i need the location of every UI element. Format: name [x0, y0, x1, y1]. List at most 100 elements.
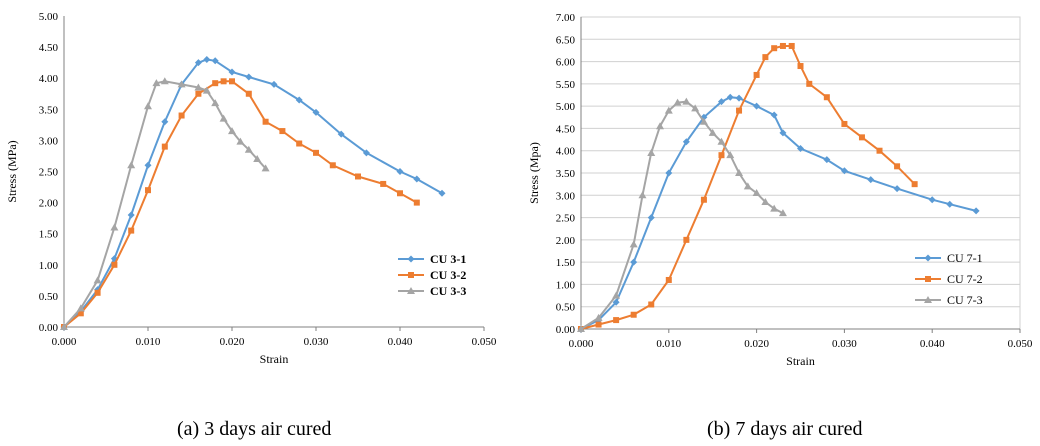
data-point	[128, 227, 135, 234]
data-point	[726, 151, 735, 159]
x-tick-label: 0.050	[1008, 338, 1033, 350]
legend-entry: CU 7-1	[915, 251, 983, 265]
data-point	[195, 90, 202, 97]
data-point	[753, 71, 760, 78]
data-point	[612, 298, 620, 306]
legend-label: CU 7-2	[947, 272, 983, 286]
y-tick-label: 3.50	[556, 168, 576, 180]
data-point	[244, 145, 253, 153]
y-tick-label: 1.00	[39, 260, 59, 272]
data-point	[312, 108, 320, 116]
data-point	[94, 289, 101, 296]
data-point	[228, 127, 236, 135]
y-tick-label: 5.50	[556, 79, 576, 91]
y-tick-label: 5.00	[556, 101, 576, 113]
data-point	[840, 167, 848, 175]
y-axis-label: Stress (MPa)	[5, 140, 19, 202]
data-point	[219, 114, 228, 122]
data-point	[279, 128, 286, 135]
legend-label: CU 3-2	[430, 268, 466, 282]
data-point	[228, 68, 236, 76]
data-point	[717, 98, 725, 106]
data-point	[823, 156, 831, 164]
data-point	[296, 140, 303, 147]
series-cu-7-2	[578, 42, 918, 332]
y-tick-label: 1.00	[556, 279, 576, 291]
series-cu-3-1	[60, 56, 446, 331]
data-point	[178, 112, 185, 119]
x-tick-label: 0.030	[832, 338, 857, 350]
x-tick-label: 0.020	[220, 336, 245, 348]
x-tick-label: 0.050	[472, 336, 497, 348]
y-tick-label: 3.00	[39, 135, 59, 147]
y-tick-label: 3.50	[39, 104, 59, 116]
data-point	[245, 73, 253, 81]
y-axis-label: Stress (Mpa)	[527, 142, 541, 204]
data-point	[911, 181, 918, 188]
y-tick-label: 2.00	[39, 198, 59, 210]
y-tick-label: 0.00	[39, 322, 59, 334]
x-tick-label: 0.010	[136, 336, 161, 348]
data-point	[177, 80, 186, 88]
legend-entry: CU 3-2	[398, 268, 466, 282]
data-point	[160, 77, 169, 85]
y-tick-label: 4.50	[556, 123, 576, 135]
data-point	[110, 223, 119, 231]
y-tick-label: 7.00	[556, 12, 576, 24]
series-line	[580, 100, 784, 330]
legend-marker	[407, 255, 415, 263]
data-point	[682, 97, 691, 105]
x-tick-label: 0.030	[304, 336, 329, 348]
data-point	[699, 117, 708, 125]
data-point	[212, 80, 219, 87]
legend-entry: CU 7-2	[915, 272, 983, 286]
x-axis-label: Strain	[260, 352, 289, 366]
series-line	[63, 80, 418, 328]
data-point	[683, 236, 690, 243]
legend-label: CU 7-1	[947, 251, 983, 265]
legend-marker	[924, 296, 932, 303]
data-point	[761, 197, 770, 205]
data-point	[735, 169, 744, 176]
data-point	[613, 317, 620, 324]
data-point	[145, 187, 151, 194]
data-point	[337, 130, 345, 138]
data-point	[194, 83, 203, 91]
data-point	[313, 149, 319, 156]
y-tick-label: 3.00	[556, 190, 576, 202]
data-point	[270, 80, 278, 88]
data-point	[397, 190, 403, 197]
data-point	[144, 161, 152, 169]
data-point	[867, 176, 875, 184]
data-point	[202, 86, 211, 94]
data-point	[295, 96, 303, 104]
y-tick-label: 6.50	[556, 34, 576, 46]
data-point	[770, 204, 779, 212]
data-point	[329, 162, 336, 169]
data-point	[612, 291, 621, 299]
data-point	[577, 325, 585, 332]
y-tick-label: 0.50	[39, 291, 59, 303]
series-line	[580, 96, 977, 330]
y-tick-label: 4.00	[39, 73, 59, 85]
data-point	[893, 185, 901, 193]
y-tick-label: 1.50	[556, 257, 576, 269]
data-point	[736, 107, 743, 114]
data-point	[236, 137, 245, 145]
data-point	[648, 301, 655, 308]
data-point	[76, 304, 85, 312]
data-point	[152, 79, 161, 87]
data-point	[665, 169, 673, 177]
data-point	[380, 180, 387, 187]
data-point	[752, 189, 761, 197]
x-tick-label: 0.040	[388, 336, 413, 348]
data-point	[708, 128, 717, 136]
legend-entry: CU 3-1	[398, 252, 466, 266]
series-line	[63, 80, 267, 328]
data-point	[595, 321, 602, 328]
data-point	[858, 134, 865, 141]
data-point	[229, 78, 235, 85]
data-point	[682, 138, 690, 146]
data-point	[355, 173, 361, 180]
data-point	[77, 310, 84, 317]
